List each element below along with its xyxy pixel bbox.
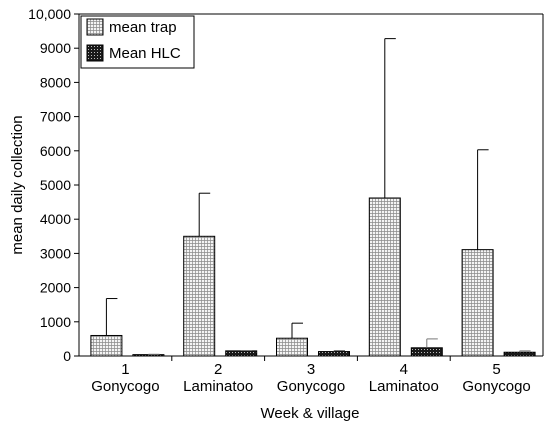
x-category-village: Gonycogo	[277, 378, 345, 395]
x-category-week: 5	[492, 361, 500, 378]
bar-mean-trap	[183, 235, 216, 357]
legend-swatch-mean-hlc	[86, 44, 104, 62]
x-category-week: 1	[121, 361, 129, 378]
bar-mean-trap	[368, 197, 401, 357]
y-axis-title: mean daily collection	[9, 115, 26, 254]
y-tick-label: 2000	[40, 280, 71, 296]
bar-mean-hlc	[410, 347, 443, 357]
x-category-village: Gonycogo	[462, 378, 530, 395]
y-tick-label: 9000	[40, 40, 71, 56]
y-tick-label: 7000	[40, 109, 71, 125]
y-tick-label: 6000	[40, 143, 71, 159]
x-category-week: 4	[400, 361, 408, 378]
x-category-week: 2	[214, 361, 222, 378]
plot-frame	[79, 13, 544, 356]
x-axis-labels: 1Gonycogo2Laminatoo3Gonycogo4Laminatoo5G…	[91, 356, 531, 395]
bar-mean-hlc	[225, 350, 258, 357]
y-tick-label: 10,000	[28, 6, 71, 22]
x-category-village: Laminatoo	[183, 378, 253, 395]
x-category-week: 3	[307, 361, 315, 378]
bar-mean-trap	[90, 334, 123, 357]
error-bars	[105, 38, 531, 355]
legend-label-mean-trap: mean trap	[109, 19, 177, 36]
y-tick-label: 1000	[40, 314, 71, 330]
y-tick-label: 8000	[40, 74, 71, 90]
x-category-village: Gonycogo	[91, 378, 159, 395]
legend-swatch-mean-trap	[86, 18, 104, 36]
x-category-village: Laminatoo	[369, 378, 439, 395]
y-tick-label: 4000	[40, 211, 71, 227]
bar-mean-trap	[461, 249, 494, 357]
bars	[90, 197, 536, 357]
legend: mean trap Mean HLC	[80, 15, 195, 69]
y-tick-label: 3000	[40, 245, 71, 261]
y-axis-ticks: 0 1000 2000 3000 4000 5000 6000 7000 8000 9000 10,…	[28, 6, 79, 364]
y-tick-label: 5000	[40, 177, 71, 193]
legend-label-mean-hlc: Mean HLC	[109, 45, 181, 62]
y-tick-label: 0	[63, 348, 71, 364]
bar-mean-trap	[276, 337, 308, 357]
bar-mean-hlc	[503, 351, 536, 357]
bar-mean-hlc	[318, 351, 350, 357]
x-axis-title: Week & village	[261, 405, 360, 422]
